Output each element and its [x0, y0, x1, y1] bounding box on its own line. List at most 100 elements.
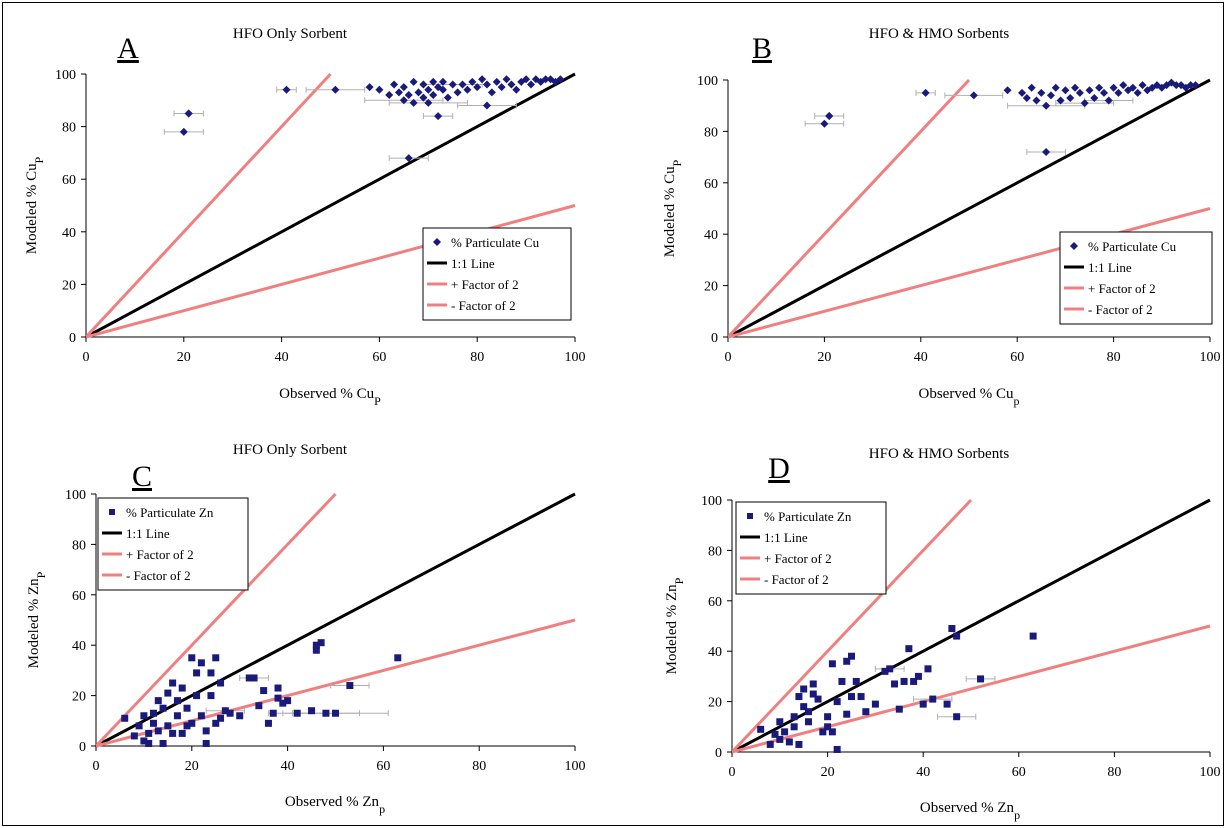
- data-point: [419, 80, 428, 89]
- data-point: [814, 695, 822, 703]
- y-tick-label: 60: [708, 595, 722, 610]
- data-point: [169, 679, 177, 687]
- data-point: [1080, 99, 1089, 108]
- data-point: [312, 641, 320, 649]
- legend-label: % Particulate Cu: [1088, 239, 1177, 254]
- y-axis-label: Modeled % ZnP: [26, 571, 48, 668]
- y-tick-label: 0: [69, 331, 76, 346]
- data-point: [179, 127, 188, 136]
- legend-label: 1:1 Line: [1088, 260, 1132, 275]
- data-point: [130, 732, 138, 740]
- data-point: [1157, 83, 1166, 92]
- data-point: [154, 727, 162, 735]
- x-tick-label: 80: [472, 759, 486, 774]
- data-point: [790, 723, 798, 731]
- data-point: [463, 85, 472, 94]
- data-point: [149, 719, 157, 727]
- data-point: [507, 80, 516, 89]
- y-tick-label: 20: [72, 690, 86, 705]
- data-point: [953, 632, 961, 640]
- data-point: [482, 80, 491, 89]
- data-point: [468, 77, 477, 86]
- data-point: [207, 692, 215, 700]
- y-tick-label: 80: [72, 538, 86, 553]
- x-tick-label: 100: [1200, 765, 1221, 780]
- chart-d: D HFO & HMO Sorbents 0 20 40 60 80 100 0 20 40 60 80…: [664, 446, 1221, 822]
- data-point: [424, 85, 433, 94]
- data-point: [173, 712, 181, 720]
- data-point: [771, 730, 779, 738]
- y-tick-label: 80: [704, 125, 718, 140]
- data-point: [948, 625, 956, 633]
- y-tick-label: 100: [701, 494, 722, 509]
- data-point: [502, 75, 511, 84]
- data-point: [848, 693, 855, 701]
- x-tick-label: 0: [729, 765, 736, 780]
- chart-a: A HFO Only Sorbent 0 20 40 60 80 100 0 20 40 60 80 10…: [24, 26, 586, 408]
- data-point: [1177, 81, 1186, 90]
- data-point: [236, 712, 244, 720]
- data-point: [394, 88, 403, 97]
- legend-label: - Factor of 2: [126, 568, 191, 583]
- y-tick-label: 100: [65, 488, 86, 503]
- data-point: [212, 654, 220, 662]
- panel-b: B HFO & HMO Sorbents 0 20 40 60 80 100 0 20 40 60 80…: [612, 0, 1224, 414]
- x-tick-label: 40: [281, 759, 295, 774]
- x-tick-label: 20: [821, 765, 835, 780]
- minus-factor-2-line: [732, 624, 1211, 754]
- data-point: [221, 707, 229, 715]
- data-point: [512, 85, 521, 94]
- data-point: [492, 77, 501, 86]
- data-point: [245, 674, 253, 682]
- panel-d: D HFO & HMO Sorbents 0 20 40 60 80 100 0 20 40 60 80…: [612, 414, 1224, 828]
- legend-label: % Particulate Cu: [451, 235, 540, 250]
- data-point: [438, 77, 447, 86]
- panel-letter-c: C: [132, 460, 152, 493]
- data-point: [766, 740, 774, 748]
- data-point: [183, 704, 191, 712]
- data-point: [905, 645, 913, 653]
- data-point: [820, 119, 829, 128]
- data-point: [197, 659, 205, 667]
- data-point: [202, 739, 210, 747]
- y-tick-label: 20: [708, 696, 722, 711]
- data-point: [800, 703, 808, 711]
- data-point: [804, 708, 812, 716]
- data-point: [169, 729, 177, 737]
- data-point: [184, 109, 193, 118]
- legend-label: + Factor of 2: [451, 277, 519, 292]
- data-point: [785, 738, 793, 746]
- data-point: [1003, 86, 1012, 95]
- data-point: [178, 729, 186, 737]
- y-tick-label: 100: [55, 68, 76, 83]
- data-point: [1018, 88, 1027, 97]
- data-point: [1075, 88, 1084, 97]
- data-point: [1061, 86, 1070, 95]
- data-point: [1027, 83, 1036, 92]
- x-tick-label: 0: [725, 350, 732, 365]
- data-point: [443, 93, 452, 102]
- y-tick-label: 0: [711, 331, 718, 346]
- data-point: [365, 83, 374, 92]
- data-point: [497, 83, 506, 92]
- chart-title: HFO & HMO Sorbents: [869, 446, 1010, 462]
- data-point: [404, 91, 413, 100]
- data-point: [1119, 81, 1128, 90]
- x-tick-label: 100: [1200, 350, 1221, 365]
- data-point: [1099, 88, 1108, 97]
- data-point: [473, 83, 482, 92]
- panel-a: A HFO Only Sorbent 0 20 40 60 80 100 0 20 40 60 80 10…: [0, 0, 612, 414]
- chart-c: C HFO Only Sorbent 0 20 40 60 80 100 0 20 40 60 80 10…: [26, 442, 586, 816]
- data-point: [164, 722, 172, 730]
- data-point: [332, 709, 339, 717]
- data-point: [448, 80, 457, 89]
- data-point: [140, 737, 148, 745]
- data-point: [404, 154, 413, 163]
- data-point: [375, 85, 384, 94]
- data-point: [943, 700, 951, 708]
- data-point: [969, 91, 978, 100]
- plus-factor-2-line: [732, 498, 973, 754]
- y-tick-label: 100: [697, 74, 718, 89]
- data-point: [140, 712, 148, 720]
